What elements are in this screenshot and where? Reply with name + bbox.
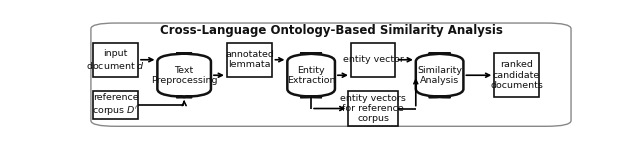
FancyBboxPatch shape [287,53,335,97]
Text: Cross-Language Ontology-Based Similarity Analysis: Cross-Language Ontology-Based Similarity… [159,24,502,37]
FancyBboxPatch shape [93,43,138,77]
FancyBboxPatch shape [93,91,138,119]
Text: reference
corpus $D'$: reference corpus $D'$ [92,93,139,117]
FancyBboxPatch shape [416,53,463,97]
Text: entity vectors
for reference
corpus: entity vectors for reference corpus [340,94,406,123]
FancyBboxPatch shape [91,23,571,126]
FancyBboxPatch shape [227,43,273,77]
Text: entity vector: entity vector [342,55,404,64]
Text: Entity
Extraction: Entity Extraction [287,66,335,85]
FancyBboxPatch shape [351,43,396,77]
FancyBboxPatch shape [157,53,211,97]
Text: ranked
candidate
documents: ranked candidate documents [490,60,543,90]
Text: Text
Preprocessing: Text Preprocessing [151,66,218,85]
FancyBboxPatch shape [494,53,539,97]
FancyBboxPatch shape [348,91,398,126]
Text: Similarity
Analysis: Similarity Analysis [417,66,462,85]
Text: annotated
lemmata: annotated lemmata [225,50,274,69]
Text: input
document $d$: input document $d$ [86,49,145,71]
